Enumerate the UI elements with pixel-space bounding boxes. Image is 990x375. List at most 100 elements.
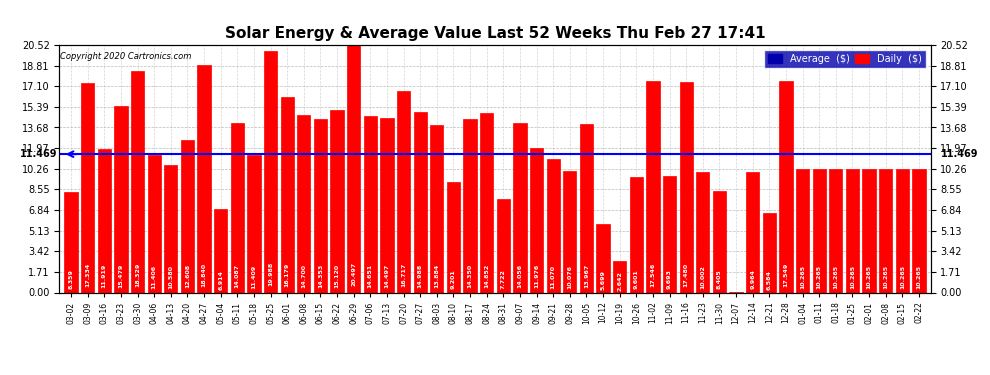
Text: 6.914: 6.914: [218, 270, 223, 290]
Bar: [397, 91, 410, 292]
Text: 17.480: 17.480: [684, 263, 689, 287]
Text: 10.265: 10.265: [834, 265, 839, 289]
Bar: [414, 112, 427, 292]
Bar: [497, 200, 510, 292]
Text: 7.722: 7.722: [501, 270, 506, 290]
Bar: [114, 106, 128, 292]
Text: 9.964: 9.964: [750, 269, 755, 289]
Text: 20.497: 20.497: [351, 262, 356, 286]
Bar: [231, 123, 244, 292]
Text: 11.409: 11.409: [251, 264, 256, 288]
Bar: [248, 155, 260, 292]
Text: 10.265: 10.265: [917, 265, 922, 289]
Text: 9.693: 9.693: [667, 269, 672, 289]
Text: 12.608: 12.608: [185, 264, 190, 288]
Text: 18.329: 18.329: [135, 262, 140, 287]
Bar: [197, 65, 211, 292]
Text: 10.265: 10.265: [800, 265, 805, 289]
Bar: [879, 169, 892, 292]
Text: 17.549: 17.549: [783, 263, 788, 287]
Text: 10.265: 10.265: [817, 265, 822, 289]
Bar: [164, 165, 177, 292]
Text: 10.265: 10.265: [866, 265, 871, 289]
Bar: [713, 191, 726, 292]
Text: 17.334: 17.334: [85, 263, 90, 287]
Text: 14.497: 14.497: [384, 264, 389, 288]
Text: 14.852: 14.852: [484, 264, 489, 288]
Text: 14.651: 14.651: [368, 264, 373, 288]
Bar: [862, 169, 876, 292]
Bar: [530, 148, 544, 292]
Bar: [264, 51, 277, 292]
Bar: [64, 192, 77, 292]
Bar: [913, 169, 926, 292]
Bar: [663, 176, 676, 292]
Text: 11.469: 11.469: [20, 149, 57, 159]
Text: 10.265: 10.265: [850, 265, 855, 289]
Text: 11.469: 11.469: [940, 149, 978, 159]
Bar: [314, 119, 327, 292]
Text: 8.405: 8.405: [717, 270, 722, 289]
Text: 16.717: 16.717: [401, 263, 406, 287]
Text: 19.988: 19.988: [268, 262, 273, 286]
Text: 14.087: 14.087: [235, 264, 240, 288]
Bar: [596, 224, 610, 292]
Bar: [896, 169, 909, 292]
Text: 14.350: 14.350: [467, 264, 472, 288]
Text: 17.546: 17.546: [650, 263, 655, 287]
Text: 14.988: 14.988: [418, 263, 423, 288]
Text: 11.070: 11.070: [550, 265, 555, 289]
Bar: [297, 115, 311, 292]
Bar: [214, 209, 228, 292]
Text: 15.479: 15.479: [119, 263, 124, 288]
Legend: Average  ($), Daily  ($): Average ($), Daily ($): [763, 50, 926, 68]
Text: 18.840: 18.840: [202, 262, 207, 287]
Text: 13.884: 13.884: [435, 264, 440, 288]
Text: 8.359: 8.359: [68, 269, 73, 289]
Bar: [480, 113, 493, 292]
Bar: [679, 82, 693, 292]
Bar: [98, 149, 111, 292]
Text: 10.580: 10.580: [168, 265, 173, 289]
Text: 11.919: 11.919: [102, 264, 107, 288]
Text: 10.076: 10.076: [567, 265, 572, 289]
Text: 10.002: 10.002: [700, 265, 705, 289]
Bar: [431, 125, 444, 292]
Bar: [613, 261, 627, 292]
Text: 14.700: 14.700: [301, 264, 306, 288]
Text: 5.699: 5.699: [601, 270, 606, 290]
Text: 16.179: 16.179: [285, 263, 290, 287]
Bar: [280, 98, 294, 292]
Bar: [131, 71, 145, 292]
Bar: [646, 81, 659, 292]
Bar: [696, 172, 710, 292]
Bar: [796, 169, 809, 292]
Bar: [148, 155, 160, 292]
Text: 10.265: 10.265: [900, 265, 905, 289]
Bar: [845, 169, 859, 292]
Text: 11.406: 11.406: [151, 264, 156, 288]
Bar: [463, 119, 477, 292]
Bar: [762, 213, 776, 292]
Text: 6.584: 6.584: [767, 270, 772, 290]
Bar: [446, 182, 460, 292]
Bar: [830, 169, 842, 292]
Text: 9.201: 9.201: [450, 269, 456, 289]
Bar: [630, 177, 643, 292]
Bar: [813, 169, 826, 292]
Text: 10.265: 10.265: [883, 265, 888, 289]
Text: 15.120: 15.120: [335, 264, 340, 288]
Bar: [580, 124, 593, 292]
Bar: [363, 116, 377, 292]
Bar: [546, 159, 559, 292]
Bar: [513, 123, 527, 292]
Bar: [746, 172, 759, 292]
Text: 13.967: 13.967: [584, 264, 589, 288]
Title: Solar Energy & Average Value Last 52 Weeks Thu Feb 27 17:41: Solar Energy & Average Value Last 52 Wee…: [225, 26, 765, 41]
Text: 9.601: 9.601: [634, 269, 639, 289]
Text: 14.056: 14.056: [518, 264, 523, 288]
Bar: [81, 83, 94, 292]
Bar: [331, 110, 344, 292]
Bar: [563, 171, 576, 292]
Bar: [779, 81, 793, 292]
